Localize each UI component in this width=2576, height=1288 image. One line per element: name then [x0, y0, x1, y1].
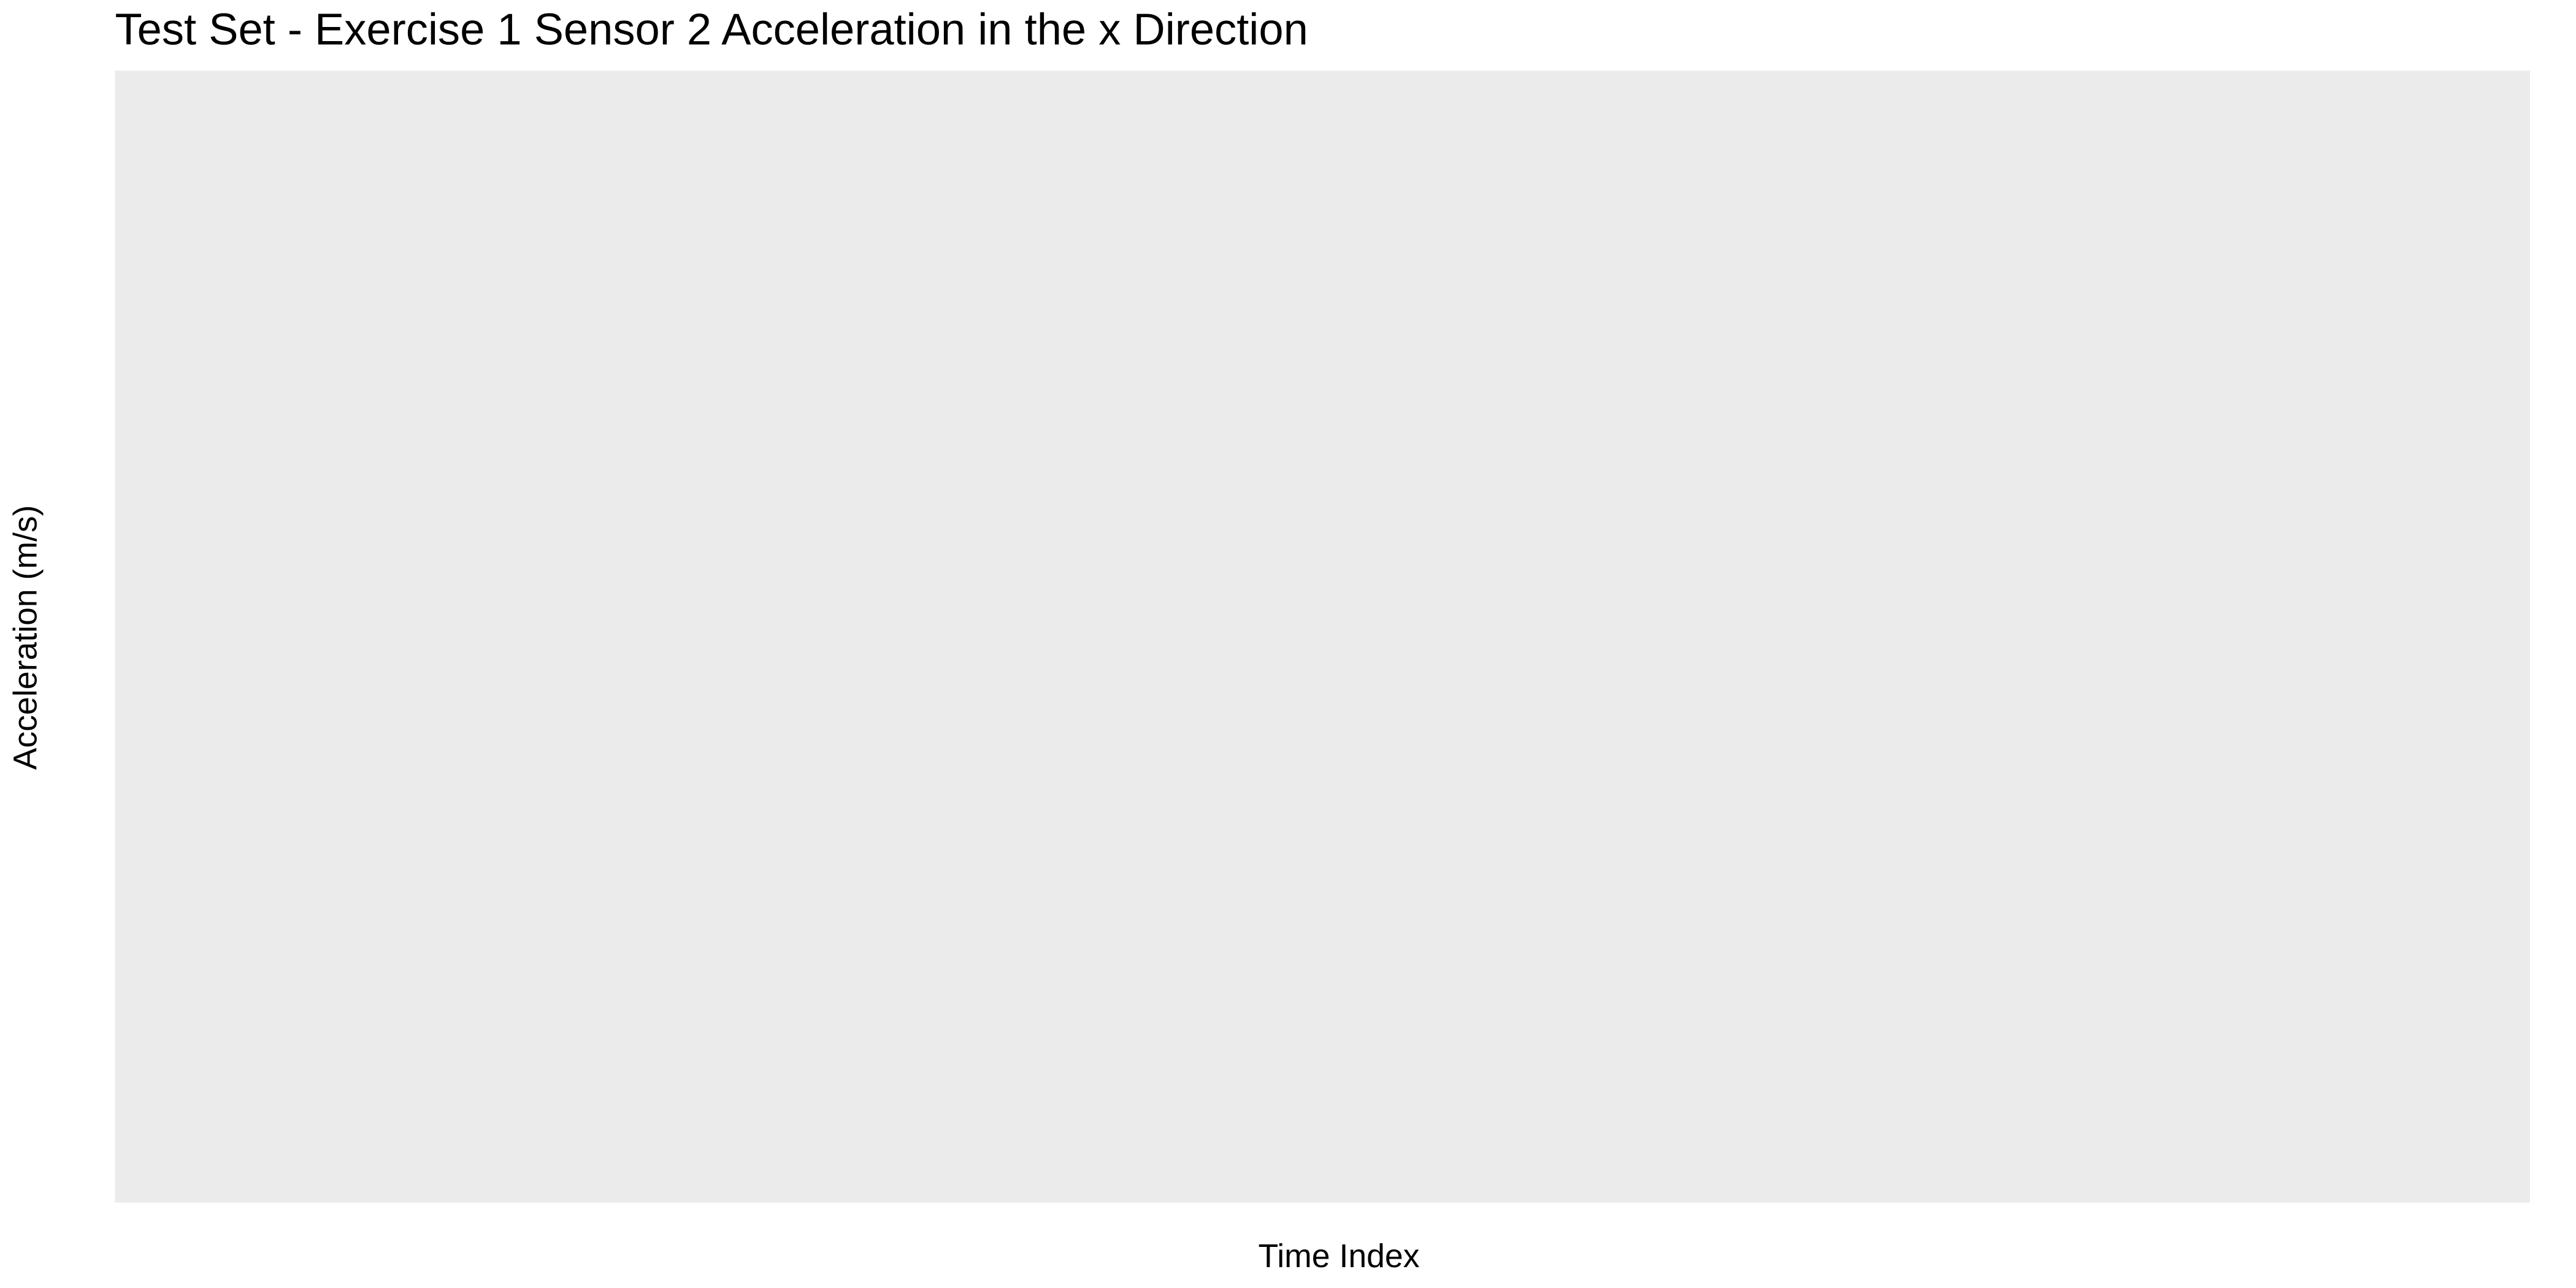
x-axis-label: Time Index: [1259, 1238, 1420, 1275]
y-axis-label: Acceleration (m/s): [8, 505, 44, 770]
chart-title: Test Set - Exercise 1 Sensor 2 Accelerat…: [115, 6, 1308, 55]
plot-panel: [115, 71, 2530, 1203]
